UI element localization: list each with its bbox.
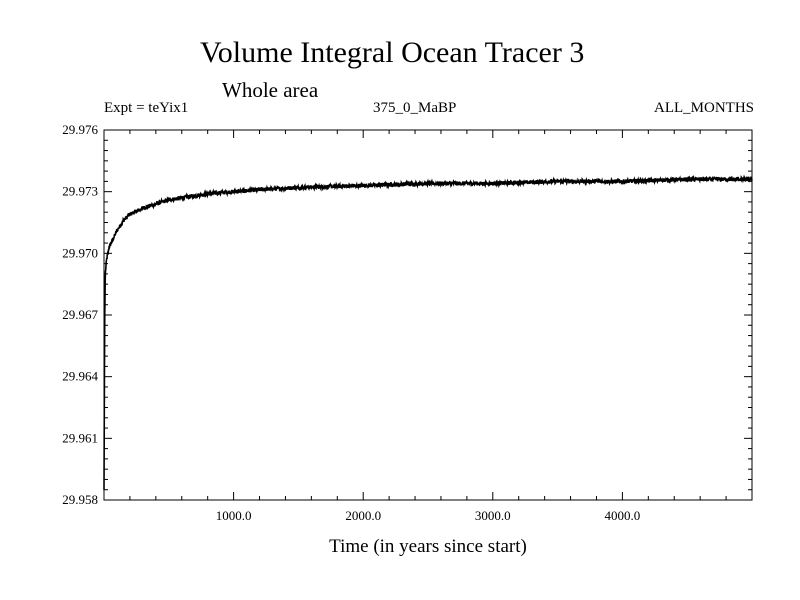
x-tick-label: 4000.0 — [605, 508, 641, 523]
x-tick-label: 2000.0 — [345, 508, 381, 523]
y-tick-label: 29.976 — [62, 122, 98, 137]
y-tick-label: 29.958 — [62, 492, 98, 507]
series-line — [103, 174, 753, 490]
chart-subtitle: Whole area — [222, 78, 319, 102]
y-tick-label: 29.973 — [62, 184, 98, 199]
chart-title: Volume Integral Ocean Tracer 3 — [200, 36, 585, 69]
y-tick-label: 29.970 — [62, 245, 98, 260]
period-label: 375_0_MaBP — [373, 100, 457, 116]
x-tick-label: 1000.0 — [216, 508, 252, 523]
y-axis: 29.958 29.961 29.964 29.967 29.970 29.973 29.9… — [62, 122, 752, 507]
months-label: ALL_MONTHS — [654, 100, 754, 116]
x-axis-title: Time (in years since start) — [329, 536, 527, 557]
y-tick-label: 29.961 — [62, 430, 98, 445]
y-tick-label: 29.964 — [62, 369, 98, 384]
x-tick-label: 3000.0 — [475, 508, 511, 523]
y-tick-label: 29.967 — [62, 307, 98, 322]
experiment-label: Expt = teYix1 — [104, 100, 189, 116]
x-axis: 1000.0 2000.0 3000.0 4000.0 — [129, 130, 727, 523]
